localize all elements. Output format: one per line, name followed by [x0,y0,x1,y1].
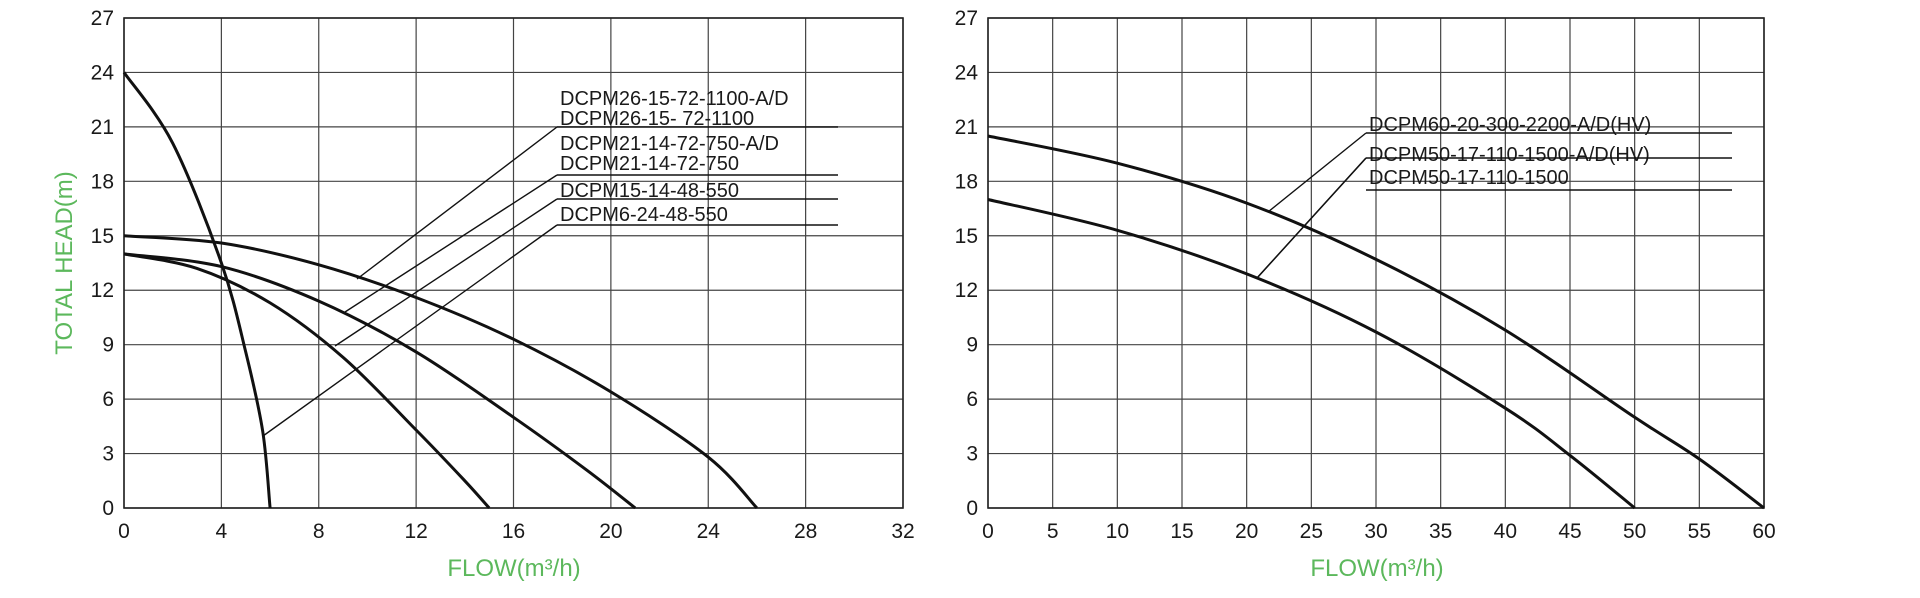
x-tick-label: 4 [216,520,228,543]
curve-dcpm6-24-48-550 [122,71,272,509]
x-tick-label: 5 [1047,520,1059,543]
y-tick-label: 12 [91,279,114,302]
curve-dcpm60-20-300-2200-a-d-hv- [987,134,1765,510]
y-tick-label: 12 [955,279,978,302]
y-tick-label: 21 [91,116,114,139]
chart-right: 0 5 10 15 20 25 30 35 40 45 50 55 60 0 3 6 9 12 15 18 21 24 27… [955,7,1776,582]
leader-line [1267,132,1367,213]
y-tick-label: 18 [91,170,114,193]
y-tick-label: 9 [966,334,978,357]
x-tick-label: 24 [697,520,721,543]
x-tick-label: 15 [1170,520,1193,543]
curve-label: DCPM21-14-72-750 [560,153,739,175]
x-tick-label: 28 [794,520,817,543]
y-tick-label: 21 [955,116,978,139]
curve-dcpm50-17-110-1500-a-d-hv- [987,198,1636,510]
curve-label: DCPM21-14-72-750-A/D [560,133,779,155]
curve-label: DCPM50-17-110-1500 [1369,167,1569,189]
chart-left: 0 4 8 12 16 20 24 28 32 0 3 6 9 12 15 18 21 24 27 FLOW(m³/h… [51,7,915,582]
y-tick-label: 6 [966,388,978,411]
x-tick-label: 30 [1364,520,1387,543]
leader-line [344,174,558,313]
y-tick-label: 27 [91,7,114,30]
x-tick-label: 0 [982,520,994,543]
leader-line [1256,157,1367,279]
x-tick-label: 20 [1235,520,1258,543]
grid [123,17,904,509]
y-tick-label: 15 [91,225,114,248]
x-tick-label: 10 [1106,520,1129,543]
curve-label: DCPM26-15-72-1100-A/D [560,88,789,110]
y-tick-label: 3 [102,443,114,466]
x-tick-label: 20 [599,520,622,543]
x-tick-label: 25 [1300,520,1323,543]
curve-dcpm15-14-48-550 [123,252,491,510]
x-tick-label: 12 [404,520,427,543]
x-tick-label: 50 [1623,520,1646,543]
x-tick-label: 60 [1752,520,1775,543]
y-tick-label: 3 [966,443,978,466]
x-tick-label: 32 [891,520,914,543]
x-tick-label: 40 [1494,520,1517,543]
curve-label: DCPM6-24-48-550 [560,204,728,226]
x-axis-title: FLOW(m³/h) [1310,555,1443,582]
y-tick-label: 18 [955,170,978,193]
x-tick-label: 45 [1558,520,1581,543]
leader-line [356,126,558,280]
x-axis-title: FLOW(m³/h) [447,555,580,582]
y-tick-label: 15 [955,225,978,248]
y-tick-label: 0 [102,497,114,520]
x-tick-label: 35 [1429,520,1452,543]
plot-frame [987,17,1765,509]
y-tick-label: 0 [966,497,978,520]
y-tick-label: 24 [955,61,979,84]
y-tick-label: 24 [91,61,115,84]
curve-label: DCPM60-20-300-2200-A/D(HV) [1369,114,1651,136]
x-tick-label: 16 [502,520,525,543]
y-tick-label: 27 [955,7,978,30]
grid [987,17,1765,509]
plot-frame [123,17,904,509]
y-tick-label: 9 [102,334,114,357]
x-tick-label: 55 [1688,520,1711,543]
curve-dcpm26-15-72-1100 [123,234,758,510]
curve-label: DCPM50-17-110-1500-A/D(HV) [1369,144,1650,166]
y-axis-title: TOTAL HEAD(m) [51,171,78,355]
leader-line [334,198,558,347]
y-tick-label: 6 [102,388,114,411]
x-tick-label: 8 [313,520,325,543]
curve-label: DCPM15-14-48-550 [560,180,739,202]
leader-line [262,224,558,437]
curve-dcpm21-14-72-750 [123,252,637,510]
curve-labels: DCPM60-20-300-2200-A/D(HV) DCPM50-17-110-… [1256,114,1732,279]
x-tick-label: 0 [118,520,130,543]
curve-label: DCPM26-15- 72-1100 [560,108,754,130]
